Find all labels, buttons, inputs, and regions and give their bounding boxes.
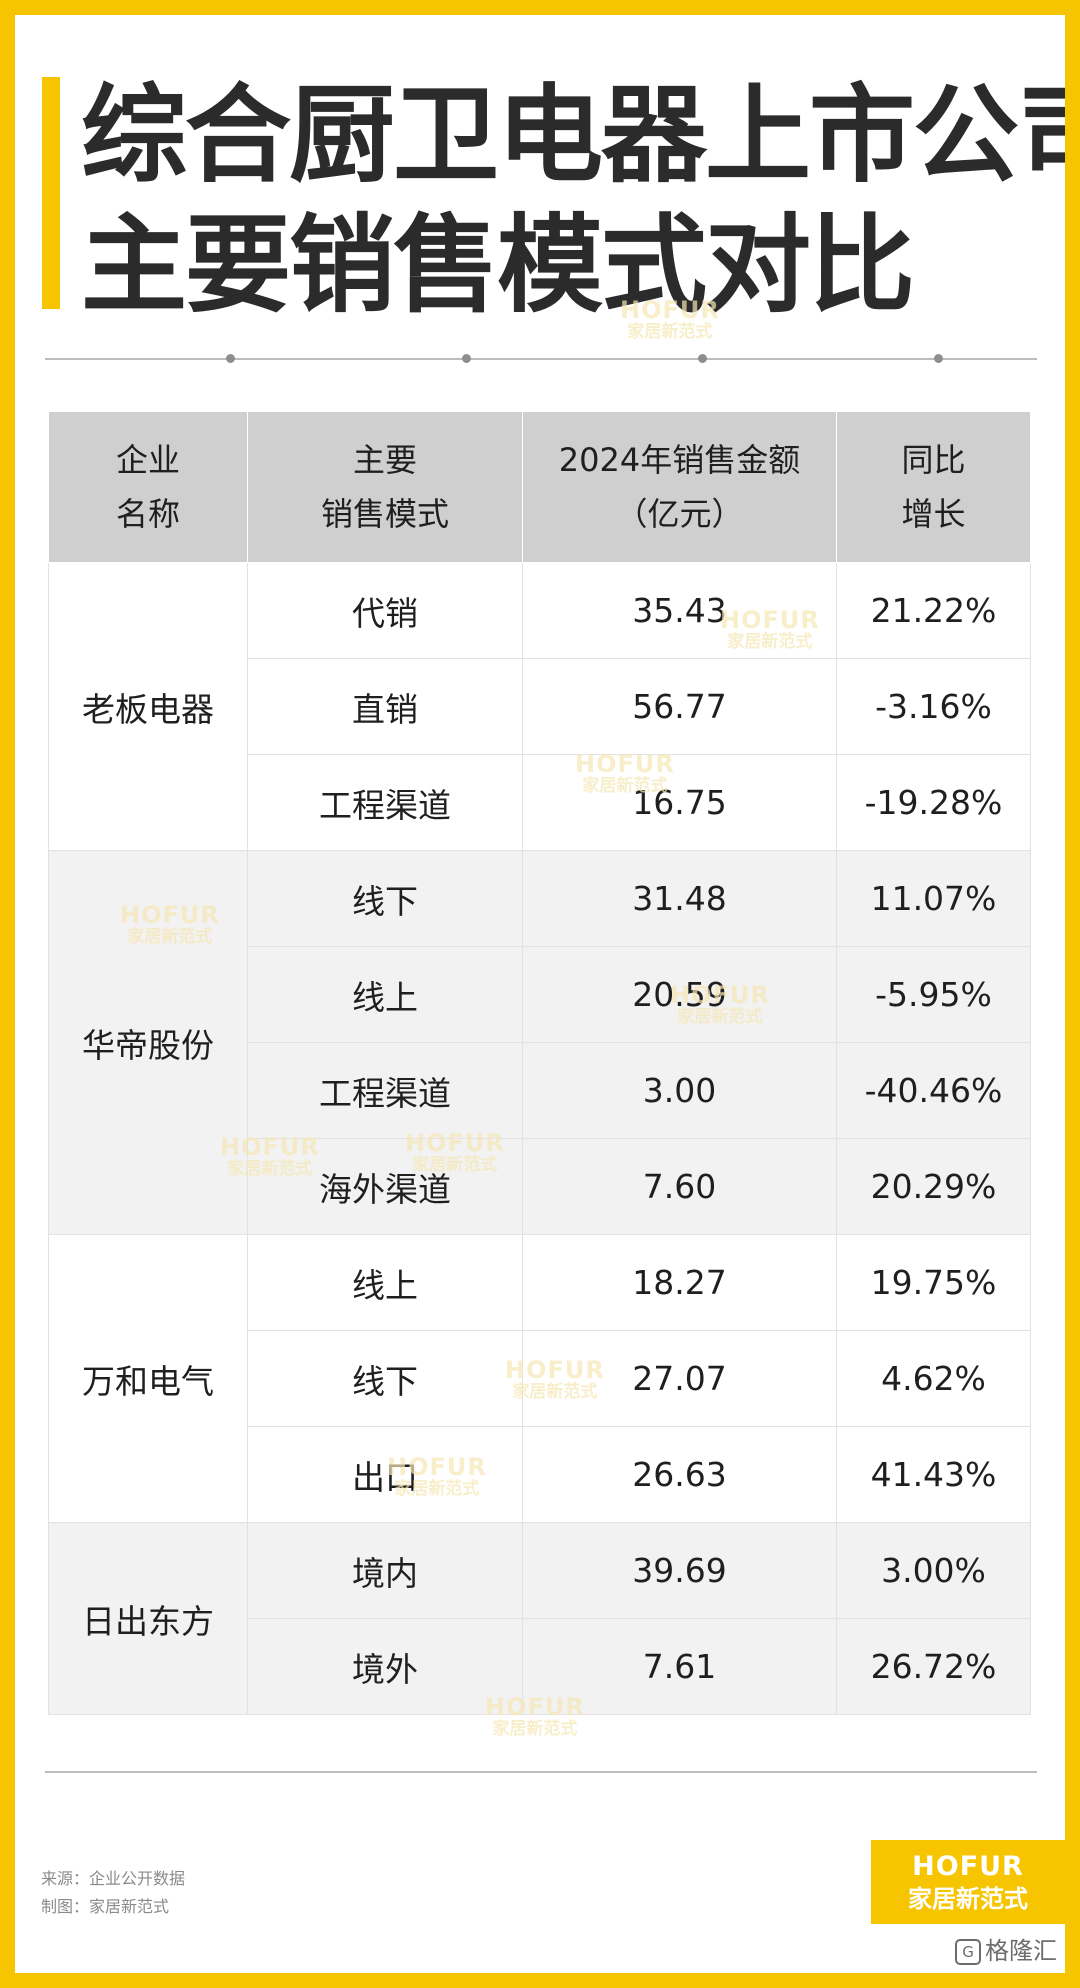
- sales-mode-cell: 工程渠道: [247, 1042, 523, 1139]
- growth-cell: 26.72%: [836, 1618, 1031, 1715]
- company-name-cell: 日出东方: [48, 1522, 248, 1715]
- sales-mode-cell: 海外渠道: [247, 1138, 523, 1235]
- amount-cell: 31.48: [522, 850, 837, 947]
- title-line-1: 综合厨卫电器上市公司: [81, 74, 1065, 197]
- corner-badge-text: 格隆汇: [985, 1937, 1057, 1965]
- table-body: 老板电器 代销 35.43 21.22% 直销 56.77 -3.16% 工程渠道 16.75-…: [48, 562, 1031, 1715]
- growth-cell: -3.16%: [836, 658, 1031, 755]
- badge-icon: G: [955, 1939, 981, 1965]
- growth-cell: 21.22%: [836, 562, 1031, 659]
- title-line-2: 主要销售模式对比: [81, 204, 915, 327]
- growth-cell: 4.62%: [836, 1330, 1031, 1427]
- growth-cell: -19.28%: [836, 754, 1031, 851]
- sales-mode-cell: 线上: [247, 1234, 523, 1331]
- source-note: 来源：企业公开数据: [41, 1869, 186, 1888]
- header-sales-mode: 主要 销售模式: [247, 411, 523, 563]
- table-row: 日出东方 境内 39.69 3.00%: [48, 1522, 1031, 1715]
- header-company: 企业 名称: [48, 411, 248, 563]
- table-row: 出口 26.63 41.43%: [49, 1426, 1031, 1523]
- table-row: 老板电器 代销 35.43 21.22%: [48, 562, 1031, 851]
- amount-cell: 3.00: [522, 1042, 837, 1139]
- amount-cell: 18.27: [522, 1234, 837, 1331]
- header-amount: 2024年销售金额 （亿元）: [522, 411, 837, 563]
- growth-cell: -40.46%: [836, 1042, 1031, 1139]
- sales-mode-cell: 线下: [247, 850, 523, 947]
- sales-mode-cell: 线上: [247, 946, 523, 1043]
- amount-cell: 7.60: [522, 1138, 837, 1235]
- growth-cell: 3.00%: [836, 1522, 1031, 1619]
- amount-cell: 20.59: [522, 946, 837, 1043]
- hofur-logo: HOFUR 家居新范式: [871, 1840, 1065, 1924]
- sales-mode-table: 企业 名称 主要 销售模式 2024年销售金额 （亿元） 同比 增长 老板电器 代销 35.…: [48, 411, 1031, 1715]
- corner-badge: G 格隆汇: [955, 1930, 1065, 1973]
- table-row: 海外渠道 7.60 20.29%: [49, 1138, 1031, 1235]
- amount-cell: 39.69: [522, 1522, 837, 1619]
- table-row: 工程渠道 3.00 -40.46%: [49, 1042, 1031, 1139]
- infographic-card: 综合厨卫电器上市公司 主要销售模式对比 企业 名称 主要 销售模式 2024年销售金…: [15, 15, 1065, 1973]
- growth-cell: -5.95%: [836, 946, 1031, 1043]
- growth-cell: 11.07%: [836, 850, 1031, 947]
- logo-text-en: HOFUR: [912, 1851, 1024, 1882]
- table-header-row: 企业 名称 主要 销售模式 2024年销售金额 （亿元） 同比 增长: [48, 411, 1031, 563]
- amount-cell: 7.61: [522, 1618, 837, 1715]
- made-by-note: 制图：家居新范式: [41, 1897, 170, 1916]
- amount-cell: 26.63: [522, 1426, 837, 1523]
- company-name-cell: 万和电气: [48, 1234, 248, 1523]
- sales-mode-cell: 出口: [247, 1426, 523, 1523]
- divider-dot: [698, 354, 707, 363]
- table-row: 境外 7.61 26.72%: [49, 1618, 1031, 1715]
- sales-mode-cell: 境外: [247, 1618, 523, 1715]
- sales-mode-cell: 直销: [247, 658, 523, 755]
- bottom-divider: [45, 1771, 1037, 1773]
- amount-cell: 27.07: [522, 1330, 837, 1427]
- table-row: 华帝股份 线下 31.48 11.07%: [48, 850, 1031, 1235]
- growth-cell: 19.75%: [836, 1234, 1031, 1331]
- header-growth: 同比 增长: [836, 411, 1031, 563]
- top-divider: [45, 358, 1037, 360]
- amount-cell: 16.75: [522, 754, 837, 851]
- page-title: 综合厨卫电器上市公司 主要销售模式对比: [81, 71, 1065, 331]
- company-name-cell: 华帝股份: [48, 850, 248, 1235]
- sales-mode-cell: 境内: [247, 1522, 523, 1619]
- growth-cell: 41.43%: [836, 1426, 1031, 1523]
- sales-mode-cell: 代销: [247, 562, 523, 659]
- table-row: 直销 56.77 -3.16%: [49, 658, 1031, 755]
- table-row: 万和电气 线上 18.27 19.75%: [48, 1234, 1031, 1523]
- amount-cell: 35.43: [522, 562, 837, 659]
- divider-dot: [226, 354, 235, 363]
- sales-mode-cell: 工程渠道: [247, 754, 523, 851]
- logo-text-cn: 家居新范式: [908, 1885, 1028, 1913]
- company-name-cell: 老板电器: [48, 562, 248, 851]
- table-row: 线上 20.59 -5.95%: [49, 946, 1031, 1043]
- divider-dot: [934, 354, 943, 363]
- amount-cell: 56.77: [522, 658, 837, 755]
- sales-mode-cell: 线下: [247, 1330, 523, 1427]
- title-accent-bar: [42, 77, 60, 309]
- divider-dot: [462, 354, 471, 363]
- growth-cell: 20.29%: [836, 1138, 1031, 1235]
